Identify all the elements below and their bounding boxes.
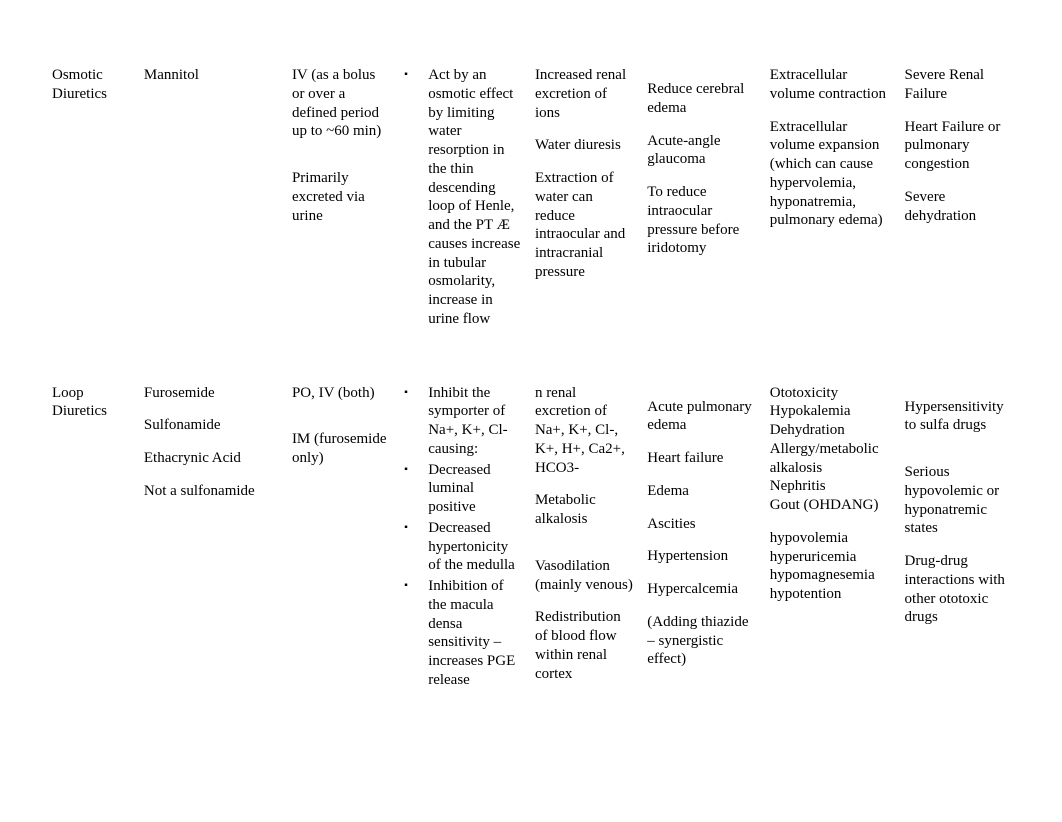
diuretics-table: Osmotic Diuretics Mannitol IV (as a bolu… <box>46 58 1016 701</box>
text: To reduce intraocular pressure before ir… <box>647 183 758 258</box>
cell-class: Loop Diuretics <box>46 375 138 700</box>
cell-effect: n renal excretion of Na+, K+, Cl-, K+, H… <box>529 375 641 700</box>
text: hyperuricemia <box>770 548 893 567</box>
text: Metabolic alkalosis <box>535 491 635 529</box>
row-separator <box>46 339 1016 375</box>
text: Hypertension <box>647 547 758 566</box>
cell-contra: Severe Renal Failure Heart Failure or pu… <box>899 58 1016 339</box>
text: Extracellular volume expansion (which ca… <box>770 118 893 231</box>
text: Mannitol <box>144 66 280 85</box>
text: Hypersensitivity to sulfa drugs <box>905 398 1010 436</box>
text: hypomagnesemia <box>770 566 893 585</box>
bullet-item: Decreased luminal positive <box>402 461 523 517</box>
text: Hypercalcemia <box>647 580 758 599</box>
text: Sulfonamide <box>144 416 280 435</box>
table-row: Loop Diuretics Furosemide Sulfonamide Et… <box>46 375 1016 700</box>
bullet-item: Decreased hypertonicity of the medulla <box>402 519 523 575</box>
text: Nephritis <box>770 477 893 496</box>
text: hypovolemia <box>770 529 893 548</box>
text: Serious hypovolemic or hyponatremic stat… <box>905 463 1010 538</box>
text: Ethacrynic Acid <box>144 449 280 468</box>
cell-class: Osmotic Diuretics <box>46 58 138 339</box>
bullet-item: Act by an osmotic effect by limiting wat… <box>402 66 523 329</box>
text: Ascities <box>647 515 758 534</box>
text: (Adding thiazide – synergistic effect) <box>647 613 758 669</box>
text: Not a sulfonamide <box>144 482 280 501</box>
table-row: Osmotic Diuretics Mannitol IV (as a bolu… <box>46 58 1016 339</box>
text: PO, IV (both) <box>292 384 390 403</box>
text: Severe Renal Failure <box>905 66 1010 104</box>
cell-route: PO, IV (both) IM (furosemide only) <box>286 375 396 700</box>
text: Heart failure <box>647 449 758 468</box>
cell-drugs: Furosemide Sulfonamide Ethacrynic Acid N… <box>138 375 286 700</box>
cell-route: IV (as a bolus or over a defined period … <box>286 58 396 339</box>
text: hypotention <box>770 585 893 604</box>
cell-moa: Inhibit the symporter of Na+, K+, Cl- ca… <box>396 375 529 700</box>
text: Severe dehydration <box>905 188 1010 226</box>
bullet-item: Inhibit the symporter of Na+, K+, Cl- ca… <box>402 384 523 459</box>
text: Reduce cerebral edema <box>647 80 758 118</box>
cell-moa: Act by an osmotic effect by limiting wat… <box>396 58 529 339</box>
text: Loop Diuretics <box>52 384 132 422</box>
cell-indications: Reduce cerebral edema Acute-angle glauco… <box>641 58 764 339</box>
cell-drugs: Mannitol <box>138 58 286 339</box>
text: Furosemide <box>144 384 280 403</box>
text: IM (furosemide only) <box>292 430 390 468</box>
text: Extracellular volume contraction <box>770 66 893 104</box>
text: Acute-angle glaucoma <box>647 132 758 170</box>
text: Extraction of water can reduce intraocul… <box>535 169 635 282</box>
text: Heart Failure or pulmonary congestion <box>905 118 1010 174</box>
text: Dehydration <box>770 421 893 440</box>
cell-contra: Hypersensitivity to sulfa drugs Serious … <box>899 375 1016 700</box>
cell-adverse: Extracellular volume contraction Extrace… <box>764 58 899 339</box>
cell-effect: Increased renal excretion of ions Water … <box>529 58 641 339</box>
text: n renal excretion of Na+, K+, Cl-, K+, H… <box>535 384 635 478</box>
text: Ototoxicity <box>770 384 893 403</box>
text: Vasodilation (mainly venous) <box>535 557 635 595</box>
bullet-item: Inhibition of the macula densa sensitivi… <box>402 577 523 690</box>
text: Water diuresis <box>535 136 635 155</box>
text: Drug-drug interactions with other ototox… <box>905 552 1010 627</box>
text: Primarily excreted via urine <box>292 169 390 225</box>
text: IV (as a bolus or over a defined period … <box>292 66 390 141</box>
cell-indications: Acute pulmonary edema Heart failure Edem… <box>641 375 764 700</box>
text: Increased renal excretion of ions <box>535 66 635 122</box>
text: Allergy/metabolic alkalosis <box>770 440 893 478</box>
text: Redistribution of blood flow within rena… <box>535 608 635 683</box>
text: Edema <box>647 482 758 501</box>
text: Gout (OHDANG) <box>770 496 893 515</box>
text: Hypokalemia <box>770 402 893 421</box>
text: Acute pulmonary edema <box>647 398 758 436</box>
cell-adverse: Ototoxicity Hypokalemia Dehydration Alle… <box>764 375 899 700</box>
text: Osmotic Diuretics <box>52 66 132 104</box>
